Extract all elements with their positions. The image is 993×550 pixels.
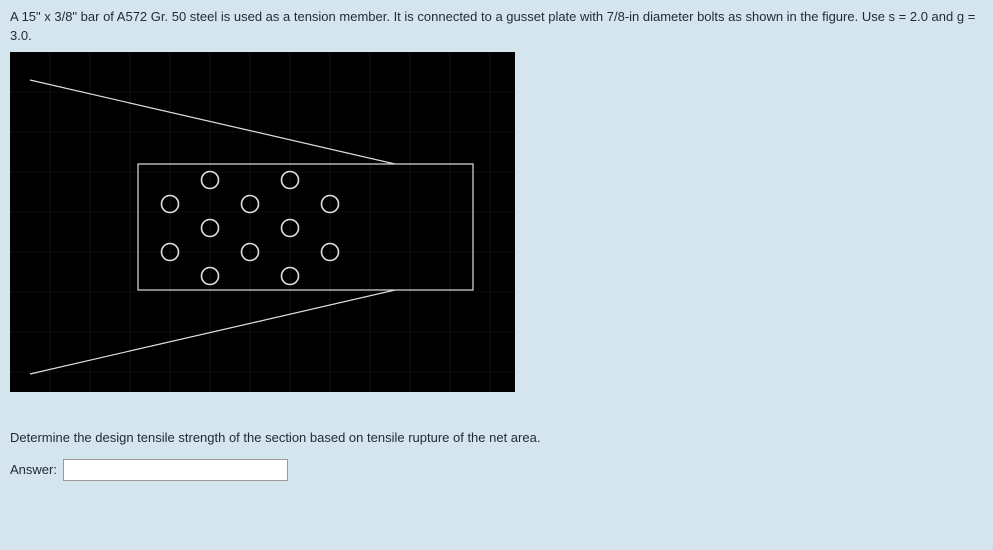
question-card: A 15" x 3/8" bar of A572 Gr. 50 steel is…: [10, 8, 983, 542]
figure-canvas: [10, 52, 515, 392]
question-prompt: Determine the design tensile strength of…: [10, 430, 983, 445]
answer-row: Answer:: [10, 459, 983, 481]
answer-label: Answer:: [10, 462, 57, 477]
figure-svg: [10, 52, 515, 392]
problem-statement: A 15" x 3/8" bar of A572 Gr. 50 steel is…: [10, 8, 983, 46]
answer-input[interactable]: [63, 459, 288, 481]
